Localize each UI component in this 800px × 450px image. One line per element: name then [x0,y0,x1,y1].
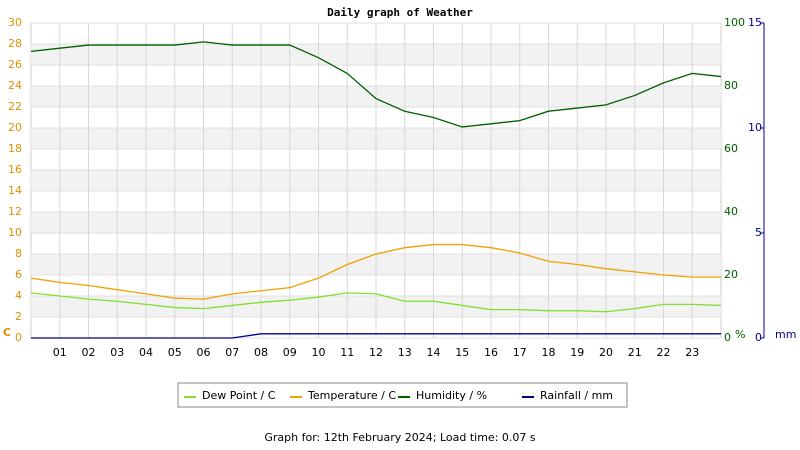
x-tick-label: 04 [139,346,153,359]
y-tick-label: 6 [15,268,22,281]
x-tick-label: 22 [657,346,671,359]
chart-title: Daily graph of Weather [327,6,473,19]
y-tick-label: 14 [8,184,22,197]
x-tick-label: 02 [82,346,96,359]
x-tick-label: 03 [110,346,124,359]
x-tick-label: 12 [369,346,383,359]
y2-tick-label: 60 [724,142,738,155]
y2-tick-label: 80 [724,79,738,92]
x-tick-label: 07 [225,346,239,359]
y3-tick-label: 15 [748,16,762,29]
x-tick-label: 15 [455,346,469,359]
y2-tick-label: 20 [724,268,738,281]
y-tick-label: 10 [8,226,22,239]
y-unit: C [3,326,11,339]
y2-tick-label: 0 [724,331,731,344]
legend-label: Humidity / % [416,389,487,402]
y-tick-label: 4 [15,289,22,302]
x-tick-label: 23 [685,346,699,359]
y3-tick-label: 10 [748,121,762,134]
x-tick-label: 14 [427,346,441,359]
x-tick-label: 10 [312,346,326,359]
y-tick-label: 28 [8,37,22,50]
series-line [30,292,722,313]
footer: Graph for: 12th February 2024; Load time… [264,431,536,444]
y-tick-label: 26 [8,58,22,71]
y-tick-label: 0 [15,331,22,344]
y2-unit: % [735,328,745,341]
y-tick-label: 12 [8,205,22,218]
y-tick-label: 16 [8,163,22,176]
y3-tick-label: 5 [755,226,762,239]
x-tick-label: 18 [542,346,556,359]
x-tick-label: 08 [254,346,268,359]
x-tick-label: 01 [53,346,67,359]
y3-tick-label: 0 [755,331,762,344]
x-tick-label: 17 [513,346,527,359]
y2-tick-label: 100 [724,16,745,29]
legend-label: Rainfall / mm [540,389,613,402]
y2-tick-label: 40 [724,205,738,218]
legend: Dew Point / C Temperature / C Humidity / %… [177,382,628,408]
x-tick-label: 13 [398,346,412,359]
y-tick-label: 22 [8,100,22,113]
series-line [30,243,721,300]
legend-label: Temperature / C [307,389,396,402]
y-tick-label: 20 [8,121,22,134]
x-tick-label: 05 [168,346,182,359]
x-tick-label: 06 [197,346,211,359]
y-tick-label: 2 [15,310,22,323]
x-tick-label: 20 [599,346,613,359]
legend-label: Dew Point / C [202,389,276,402]
y-tick-label: 8 [15,247,22,260]
x-tick-label: 19 [570,346,584,359]
series-line [30,41,722,128]
x-tick-label: 21 [628,346,642,359]
x-tick-label: 11 [340,346,354,359]
legend-box [177,382,628,408]
x-tick-label: 09 [283,346,297,359]
x-tick-label: 16 [484,346,498,359]
y-tick-label: 30 [8,16,22,29]
y-tick-label: 24 [8,79,22,92]
series-line [31,333,721,339]
y-tick-label: 18 [8,142,22,155]
y3-unit: mm [775,328,796,341]
